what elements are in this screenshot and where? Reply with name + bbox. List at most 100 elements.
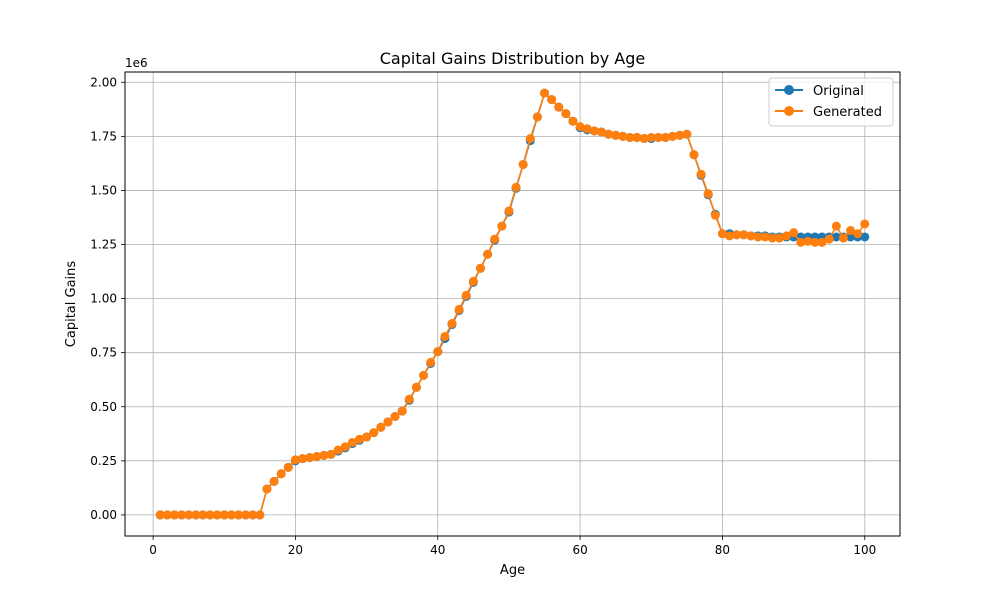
data-point-generated <box>810 237 820 247</box>
data-point-generated <box>205 510 215 520</box>
data-point-generated <box>554 102 564 112</box>
data-point-generated <box>817 237 827 247</box>
data-point-generated <box>440 331 450 341</box>
y-tick-label: 0.50 <box>90 400 117 414</box>
data-point-generated <box>219 510 229 520</box>
x-tick-label: 40 <box>430 543 445 557</box>
data-point-generated <box>347 437 357 447</box>
data-point-generated <box>781 231 791 241</box>
data-point-generated <box>682 129 692 139</box>
y-tick-label: 2.00 <box>90 75 117 89</box>
y-tick-label: 1.75 <box>90 129 117 143</box>
data-point-generated <box>433 347 443 357</box>
data-point-generated <box>191 510 201 520</box>
data-point-generated <box>468 276 478 286</box>
data-point-generated <box>269 476 279 486</box>
data-point-generated <box>568 116 578 126</box>
data-point-generated <box>305 453 315 463</box>
data-point-original <box>831 232 841 242</box>
legend-generated-marker <box>784 106 794 116</box>
data-point-generated <box>611 130 621 140</box>
data-point-generated <box>838 233 848 243</box>
data-point-generated <box>860 219 870 229</box>
data-point-generated <box>540 88 550 98</box>
y-tick-label: 0.25 <box>90 454 117 468</box>
x-tick-label: 20 <box>288 543 303 557</box>
data-point-generated <box>575 122 585 132</box>
data-point-generated <box>661 132 671 142</box>
y-tick-label: 1.00 <box>90 292 117 306</box>
data-point-generated <box>710 210 720 220</box>
x-tick-label: 80 <box>715 543 730 557</box>
y-axis-ticks: 0.00 0.25 0.50 0.75 1.00 1.25 1.50 1.75 2.00 <box>90 75 125 522</box>
x-axis-label: Age <box>500 563 525 578</box>
data-point-generated <box>632 132 642 142</box>
data-point-generated <box>404 394 414 404</box>
data-point-generated <box>155 510 165 520</box>
data-point-generated <box>483 249 493 259</box>
x-axis-ticks: 0 20 40 60 80 100 <box>149 536 876 557</box>
data-point-generated <box>532 112 542 122</box>
data-point-generated <box>454 304 464 314</box>
data-point-generated <box>369 428 379 438</box>
data-point-generated <box>618 131 628 141</box>
data-point-generated <box>589 126 599 136</box>
x-tick-label: 0 <box>149 543 157 557</box>
data-point-generated <box>290 455 300 465</box>
data-point-generated <box>283 462 293 472</box>
series-layer <box>155 88 870 520</box>
data-point-generated <box>255 510 265 520</box>
data-point-generated <box>312 452 322 461</box>
data-point-generated <box>547 95 557 105</box>
series-generated <box>155 88 870 520</box>
y-axis-label: Capital Gains <box>64 261 79 348</box>
x-tick-label: 100 <box>853 543 876 557</box>
data-point-generated <box>390 411 400 421</box>
data-point-generated <box>717 229 727 239</box>
data-point-generated <box>639 134 649 144</box>
data-point-generated <box>582 124 592 134</box>
data-point-generated <box>461 290 471 300</box>
data-point-generated <box>504 206 514 216</box>
data-point-generated <box>653 132 663 142</box>
data-point-generated <box>703 189 713 199</box>
data-point-generated <box>739 230 749 240</box>
data-point-generated <box>596 127 606 137</box>
data-point-generated <box>177 510 187 520</box>
data-point-generated <box>604 129 614 139</box>
data-point-generated <box>340 442 350 452</box>
data-point-generated <box>511 182 521 192</box>
data-point-generated <box>333 445 343 455</box>
data-point-generated <box>447 318 457 328</box>
data-point-generated <box>319 450 329 460</box>
data-point-generated <box>497 221 507 231</box>
data-point-generated <box>383 417 393 427</box>
data-point-generated <box>198 510 208 520</box>
data-point-generated <box>774 233 784 243</box>
data-point-generated <box>646 132 656 142</box>
plot-area <box>125 72 900 536</box>
x-tick-label: 60 <box>572 543 587 557</box>
data-point-generated <box>326 449 336 459</box>
data-point-generated <box>760 232 770 242</box>
data-point-generated <box>525 134 535 144</box>
data-point-generated <box>831 221 841 231</box>
data-point-generated <box>753 232 763 242</box>
data-point-generated <box>426 357 436 367</box>
data-point-generated <box>276 469 286 479</box>
y-axis-exponent: 1e6 <box>125 56 148 70</box>
data-point-generated <box>625 132 635 142</box>
data-point-generated <box>241 510 251 520</box>
data-point-original <box>846 232 856 242</box>
data-point-generated <box>803 236 813 246</box>
data-point-generated <box>397 406 407 416</box>
data-point-generated <box>824 234 834 244</box>
legend: Original Generated <box>768 77 894 127</box>
data-point-generated <box>475 263 485 273</box>
data-point-generated <box>796 237 806 247</box>
data-point-original <box>860 232 870 242</box>
data-point-generated <box>234 510 244 520</box>
data-point-generated <box>853 229 863 239</box>
data-point-generated <box>248 510 258 520</box>
